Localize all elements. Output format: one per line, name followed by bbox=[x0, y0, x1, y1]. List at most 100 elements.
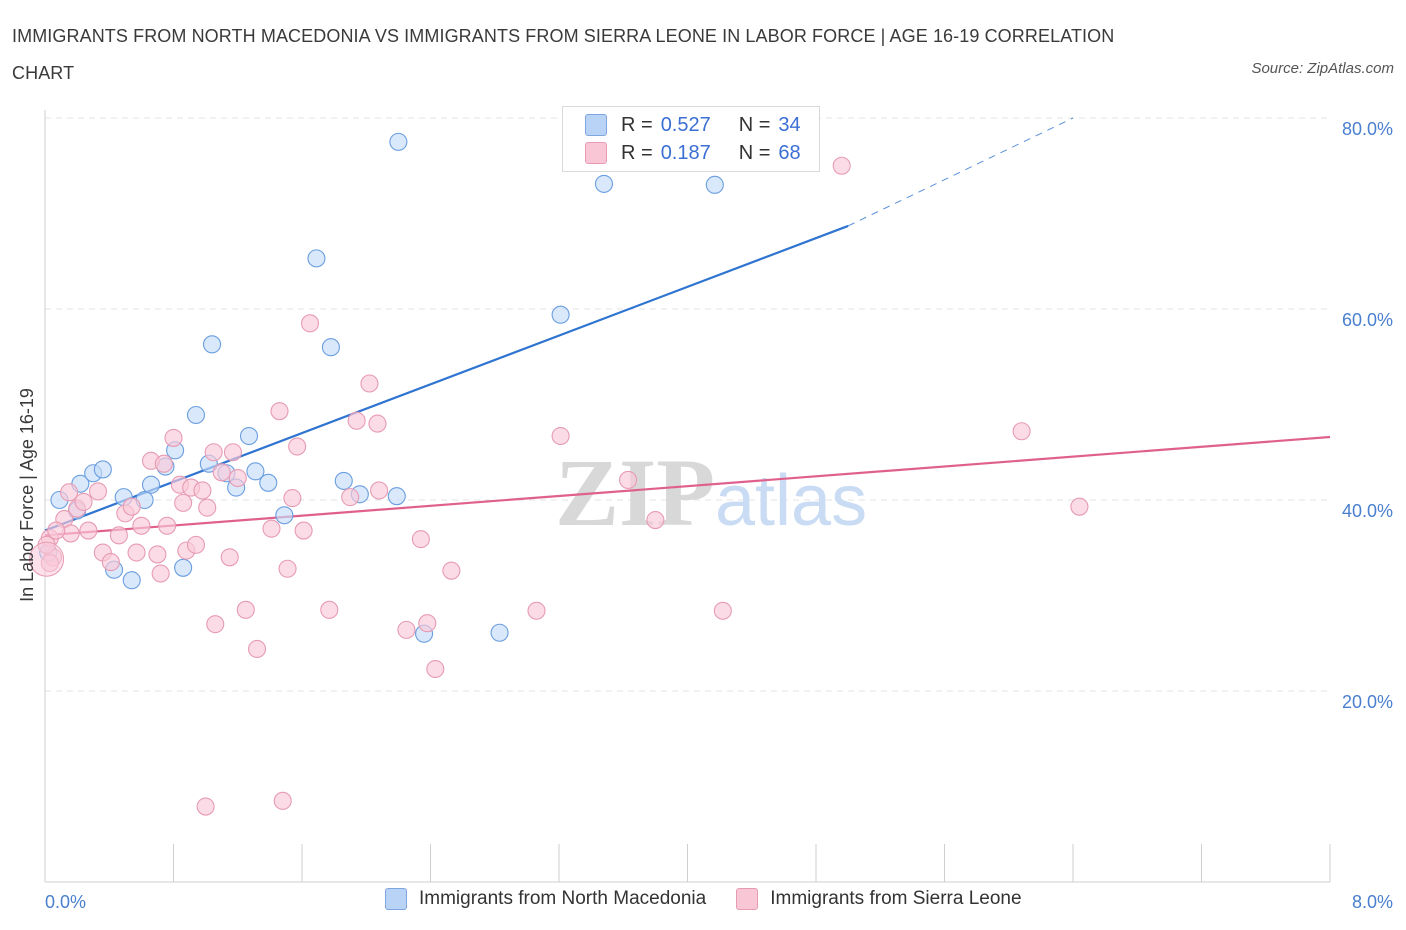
data-point-series-1 bbox=[198, 498, 217, 517]
watermark-atlas: atlas bbox=[715, 461, 867, 541]
series-legend: Immigrants from North Macedonia Immigran… bbox=[385, 888, 1052, 910]
r-label: R = bbox=[621, 113, 653, 136]
data-point-series-1 bbox=[193, 481, 212, 500]
data-point-series-1 bbox=[158, 516, 177, 535]
x-tick-label: 8.0% bbox=[1352, 892, 1393, 912]
data-point-series-1 bbox=[283, 489, 302, 508]
data-point-series-1 bbox=[294, 521, 313, 540]
data-point-series-1 bbox=[186, 535, 206, 554]
stats-legend-row-sierra-leone: R = 0.187 N = 68 bbox=[585, 140, 801, 166]
data-points bbox=[29, 132, 1089, 816]
data-point-series-1 bbox=[212, 463, 231, 482]
data-point-series-1 bbox=[154, 454, 173, 473]
data-point-series-1 bbox=[713, 601, 732, 620]
data-point-series-1 bbox=[1012, 422, 1031, 441]
data-point-series-1 bbox=[527, 601, 546, 620]
legend-label-sierra-leone: Immigrants from Sierra Leone bbox=[770, 888, 1022, 909]
legend-swatch-macedonia bbox=[585, 114, 607, 136]
data-point-series-1 bbox=[101, 553, 120, 572]
data-point-series-0 bbox=[122, 571, 141, 590]
data-point-series-1 bbox=[148, 545, 167, 564]
data-point-series-1 bbox=[164, 428, 183, 447]
gridlines bbox=[45, 117, 1330, 692]
data-point-series-0 bbox=[186, 405, 206, 425]
data-point-series-1 bbox=[551, 426, 570, 446]
data-point-series-1 bbox=[341, 488, 360, 507]
data-point-large-bubble bbox=[29, 541, 65, 577]
data-point-series-1 bbox=[370, 481, 389, 500]
data-point-series-1 bbox=[228, 468, 247, 488]
data-point-series-1 bbox=[204, 443, 223, 462]
data-point-series-0 bbox=[705, 175, 724, 194]
data-point-series-1 bbox=[397, 620, 416, 639]
data-point-series-1 bbox=[79, 521, 98, 540]
data-point-series-1 bbox=[174, 493, 193, 512]
n-label: N = bbox=[738, 113, 771, 136]
data-point-series-1 bbox=[88, 482, 108, 501]
r-label: R = bbox=[621, 141, 653, 164]
data-point-series-1 bbox=[74, 492, 93, 511]
data-point-series-1 bbox=[411, 530, 430, 549]
legend-swatch-macedonia bbox=[385, 888, 407, 910]
data-point-series-1 bbox=[426, 659, 445, 679]
chart-title: IMMIGRANTS FROM NORTH MACEDONIA VS IMMIG… bbox=[12, 26, 1115, 83]
x-tick-label: 0.0% bbox=[45, 892, 86, 912]
data-point-series-0 bbox=[321, 338, 340, 357]
data-point-series-1 bbox=[127, 543, 146, 562]
y-tick-label: 40.0% bbox=[1342, 501, 1393, 521]
data-point-series-1 bbox=[109, 526, 128, 545]
data-point-series-1 bbox=[646, 511, 665, 530]
data-point-series-0 bbox=[239, 426, 259, 446]
data-point-series-1 bbox=[368, 414, 387, 433]
y-tick-label: 60.0% bbox=[1342, 310, 1393, 330]
data-point-series-1 bbox=[832, 156, 851, 175]
data-point-series-0 bbox=[490, 623, 509, 642]
legend-swatch-sierra-leone bbox=[736, 888, 759, 910]
data-point-series-1 bbox=[236, 600, 255, 619]
stats-legend: R = 0.527 N = 34 R = 0.187 N = 68 bbox=[562, 106, 820, 172]
data-point-series-1 bbox=[288, 437, 307, 456]
legend-item-macedonia[interactable]: Immigrants from North Macedonia bbox=[385, 888, 706, 910]
data-point-series-1 bbox=[247, 639, 267, 659]
data-point-series-0 bbox=[174, 558, 193, 577]
y-tick-label: 20.0% bbox=[1342, 692, 1393, 712]
stats-legend-row-macedonia: R = 0.527 N = 34 bbox=[585, 112, 801, 138]
n-label: N = bbox=[738, 141, 771, 164]
data-point-series-0 bbox=[246, 462, 265, 481]
tick-labels: 20.0% 40.0% 60.0% 80.0% 0.0% 8.0% bbox=[45, 119, 1393, 912]
data-point-series-1 bbox=[262, 519, 281, 538]
data-point-series-1 bbox=[220, 548, 239, 567]
data-point-series-1 bbox=[47, 521, 66, 540]
data-point-series-1 bbox=[223, 443, 242, 462]
axes bbox=[44, 110, 1331, 883]
data-point-series-1 bbox=[347, 411, 366, 430]
data-point-series-1 bbox=[360, 374, 379, 393]
trend-line-1 bbox=[44, 435, 1331, 537]
data-point-series-0 bbox=[594, 174, 614, 193]
trend-extension-0 bbox=[847, 117, 1074, 227]
n-value-macedonia: 34 bbox=[778, 113, 801, 136]
watermark-zip: ZIP bbox=[555, 439, 715, 546]
legend-item-sierra-leone[interactable]: Immigrants from Sierra Leone bbox=[736, 888, 1022, 910]
data-point-series-1 bbox=[1070, 497, 1089, 516]
y-axis-label: In Labor Force | Age 16-19 bbox=[17, 388, 37, 602]
data-point-series-0 bbox=[203, 335, 222, 354]
data-point-series-1 bbox=[273, 791, 292, 810]
data-point-series-1 bbox=[320, 600, 339, 619]
data-point-series-0 bbox=[275, 506, 294, 525]
data-point-series-1 bbox=[442, 561, 461, 580]
data-point-series-1 bbox=[122, 497, 141, 516]
data-point-series-0 bbox=[141, 475, 161, 494]
data-point-series-1 bbox=[132, 516, 151, 535]
legend-swatch-sierra-leone bbox=[585, 142, 607, 164]
data-point-series-1 bbox=[196, 797, 215, 816]
data-point-series-1 bbox=[151, 564, 170, 583]
data-point-series-0 bbox=[551, 305, 570, 324]
data-point-series-0 bbox=[259, 473, 278, 492]
data-point-series-1 bbox=[619, 470, 638, 489]
data-point-series-0 bbox=[387, 487, 406, 506]
data-point-series-0 bbox=[334, 471, 353, 490]
data-point-series-0 bbox=[389, 132, 408, 151]
n-value-sierra-leone: 68 bbox=[778, 141, 801, 164]
data-point-series-1 bbox=[300, 314, 320, 333]
